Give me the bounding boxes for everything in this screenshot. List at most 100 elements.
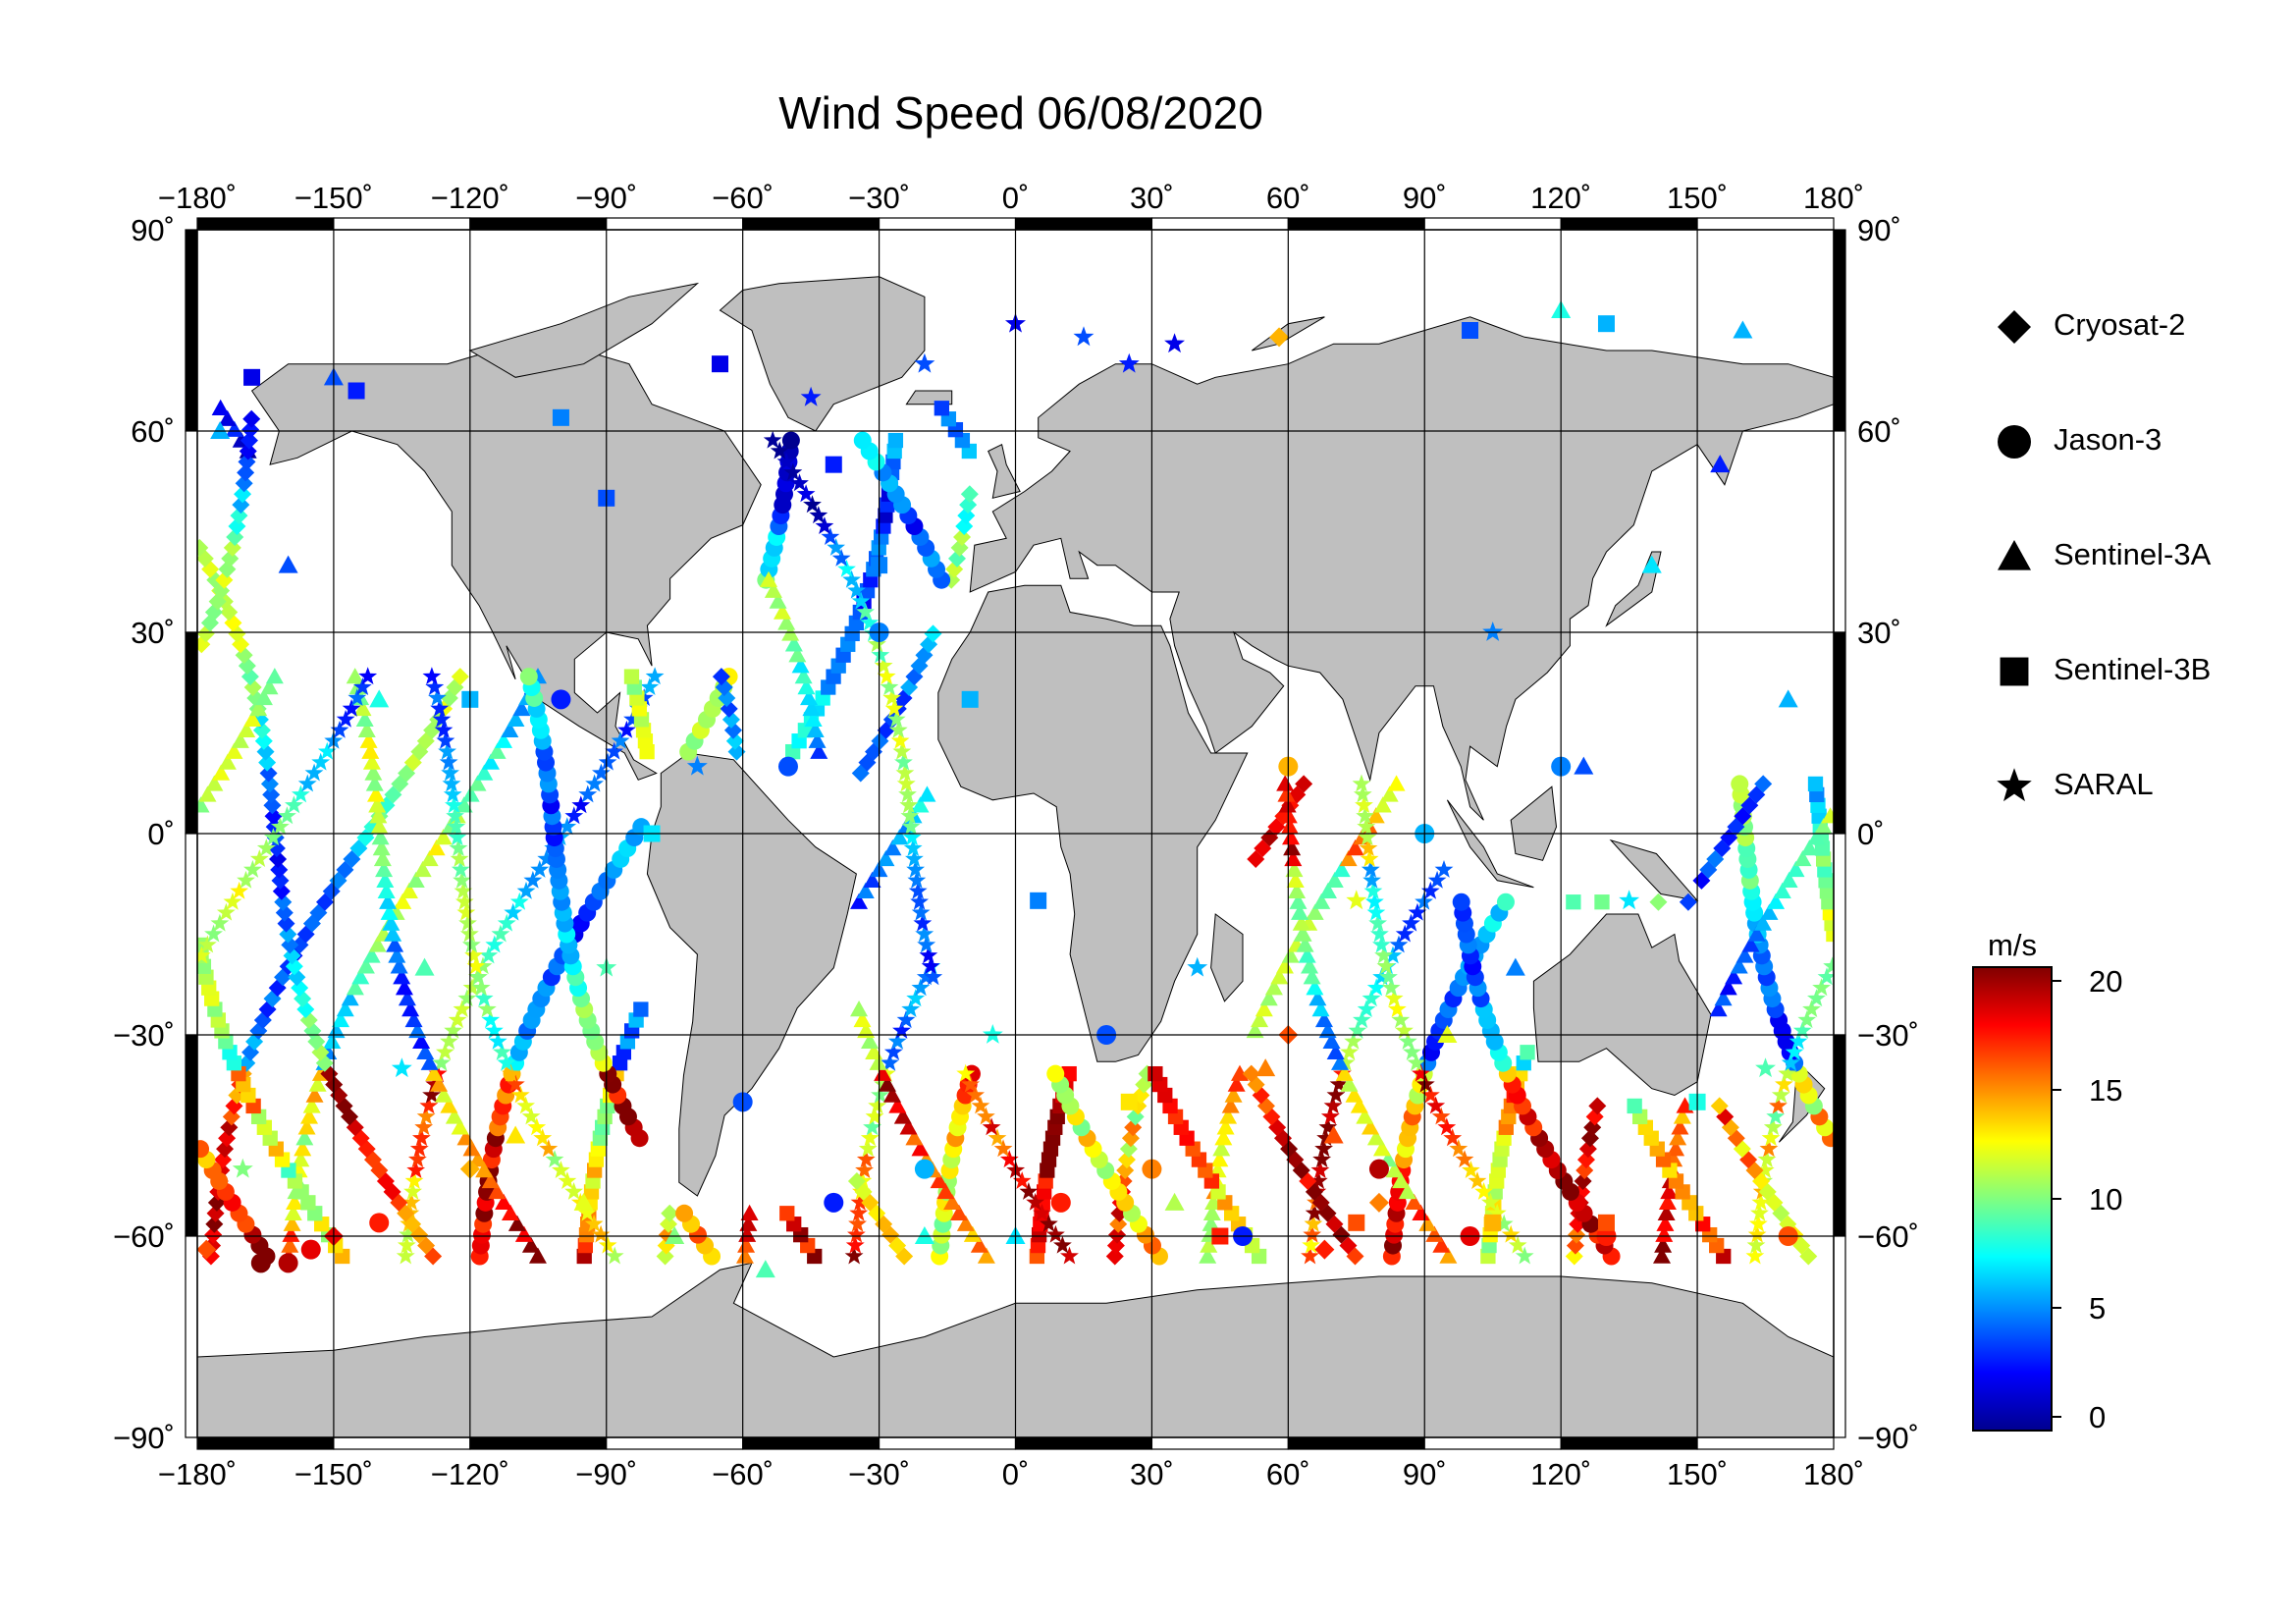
- data-point: [665, 1226, 685, 1244]
- frame-band: [1150, 217, 1289, 231]
- frame-band: [333, 1436, 471, 1450]
- data-point: [1710, 455, 1731, 473]
- land-eurasia: [969, 316, 1834, 821]
- x-tick-label-top: 0˚: [1002, 181, 1030, 215]
- data-point: [300, 1239, 321, 1260]
- data-point: [777, 756, 798, 777]
- land-arabia-madagascar: [1210, 913, 1244, 1002]
- axis-tick-labels: −180˚ −180˚ −150˚ −150˚ −120˚ −120˚ −90˚ −90˚ −6…: [113, 181, 1919, 1491]
- data-point: [1778, 689, 1798, 708]
- frame-band: [1833, 430, 1846, 633]
- data-point: [686, 755, 708, 776]
- frame-band: [742, 1436, 881, 1450]
- frame-band: [1014, 1436, 1153, 1450]
- square-icon: [2000, 657, 2029, 686]
- legend-item-sentinel-3b: Sentinel-3B: [1993, 645, 2211, 694]
- x-tick-label-bottom: 180˚: [1803, 1457, 1864, 1491]
- y-tick-label-right: 60˚: [1857, 414, 1901, 449]
- data-point: [347, 382, 365, 400]
- y-tick-label-left: −90˚: [113, 1421, 175, 1455]
- x-tick-label-bottom: 120˚: [1530, 1457, 1591, 1491]
- x-tick-label-bottom: −90˚: [575, 1457, 637, 1491]
- frame-band: [1423, 1436, 1562, 1450]
- data-point: [506, 1125, 526, 1144]
- data-point: [1597, 315, 1615, 333]
- frame-band: [185, 1034, 198, 1237]
- data-point: [1164, 333, 1185, 353]
- legend-label: Cryosat-2: [2054, 307, 2186, 342]
- y-tick-label-right: 30˚: [1857, 616, 1901, 650]
- frame-band: [606, 1436, 744, 1450]
- frame-band: [196, 1436, 335, 1450]
- diamond-icon: [1998, 310, 2031, 344]
- frame-band: [878, 1436, 1017, 1450]
- frame-band: [1833, 1034, 1846, 1237]
- x-tick-label-top: 120˚: [1530, 181, 1591, 215]
- x-tick-label-bottom: −30˚: [848, 1457, 910, 1491]
- data-point: [1641, 555, 1662, 573]
- x-tick-label-bottom: −180˚: [158, 1457, 237, 1491]
- data-point: [210, 421, 231, 439]
- frame-band: [1560, 1436, 1698, 1450]
- data-point: [914, 1159, 934, 1179]
- frame-band: [185, 430, 198, 633]
- data-point: [914, 352, 935, 373]
- x-tick-label-top: 60˚: [1266, 181, 1310, 215]
- data-point: [1619, 890, 1640, 910]
- frame-band: [1833, 1235, 1846, 1438]
- frame-band: [606, 217, 744, 231]
- data-point: [1574, 756, 1594, 775]
- data-point: [1118, 352, 1140, 373]
- data-point: [1269, 327, 1290, 348]
- y-tick-label-left: 30˚: [131, 616, 175, 650]
- x-tick-label-top: 150˚: [1667, 181, 1728, 215]
- y-tick-label-left: −60˚: [113, 1219, 175, 1254]
- x-tick-label-top: −120˚: [431, 181, 509, 215]
- data-point: [800, 386, 822, 406]
- x-tick-label-bottom: −120˚: [431, 1457, 509, 1491]
- data-point: [551, 689, 571, 710]
- colorbar-gradient: [1972, 966, 2053, 1432]
- data-point: [1314, 1239, 1335, 1260]
- star-icon: [1997, 768, 2032, 802]
- data-point: [961, 690, 979, 708]
- legend-label: Jason-3: [2054, 422, 2163, 457]
- frame-band: [1696, 217, 1835, 231]
- frame-band: [1287, 217, 1425, 231]
- data-point: [1482, 622, 1504, 641]
- data-point: [1733, 320, 1753, 339]
- frame-band: [1560, 217, 1698, 231]
- x-tick-label-top: 90˚: [1403, 181, 1447, 215]
- data-point: [278, 1253, 298, 1273]
- data-point: [1073, 326, 1095, 347]
- x-tick-label-bottom: 60˚: [1266, 1457, 1310, 1491]
- y-tick-label-left: 0˚: [147, 817, 175, 851]
- colorbar-unit: m/s: [1988, 928, 2037, 962]
- x-tick-label-bottom: 30˚: [1130, 1457, 1174, 1491]
- data-point: [1030, 892, 1047, 909]
- colorbar-tick-label: 0: [2089, 1400, 2106, 1434]
- data-point: [1255, 1058, 1276, 1077]
- frame-band: [196, 217, 335, 231]
- chart-title: Wind Speed 06/08/2020: [778, 87, 1263, 138]
- data-point: [250, 1253, 271, 1273]
- frame-band: [742, 217, 881, 231]
- circle-icon: [1998, 425, 2031, 459]
- frame-band: [469, 1436, 608, 1450]
- data-point: [1346, 890, 1367, 910]
- colorbar-tick-label: 5: [2089, 1291, 2106, 1325]
- data-point: [1597, 1214, 1615, 1231]
- colorbar-tick-label: 20: [2089, 964, 2122, 999]
- data-point: [1505, 957, 1525, 976]
- frame-band: [185, 229, 198, 432]
- frame-band: [469, 217, 608, 231]
- x-tick-label-bottom: 90˚: [1403, 1457, 1447, 1491]
- legend-item-jason-3: Jason-3: [1993, 415, 2162, 464]
- data-point: [552, 408, 569, 426]
- x-tick-label-bottom: 0˚: [1002, 1457, 1030, 1491]
- frame-band: [185, 1235, 198, 1438]
- land-sumatra-java: [1446, 799, 1534, 889]
- legend-label: Sentinel-3A: [2054, 537, 2212, 571]
- y-tick-label-left: 90˚: [131, 213, 175, 247]
